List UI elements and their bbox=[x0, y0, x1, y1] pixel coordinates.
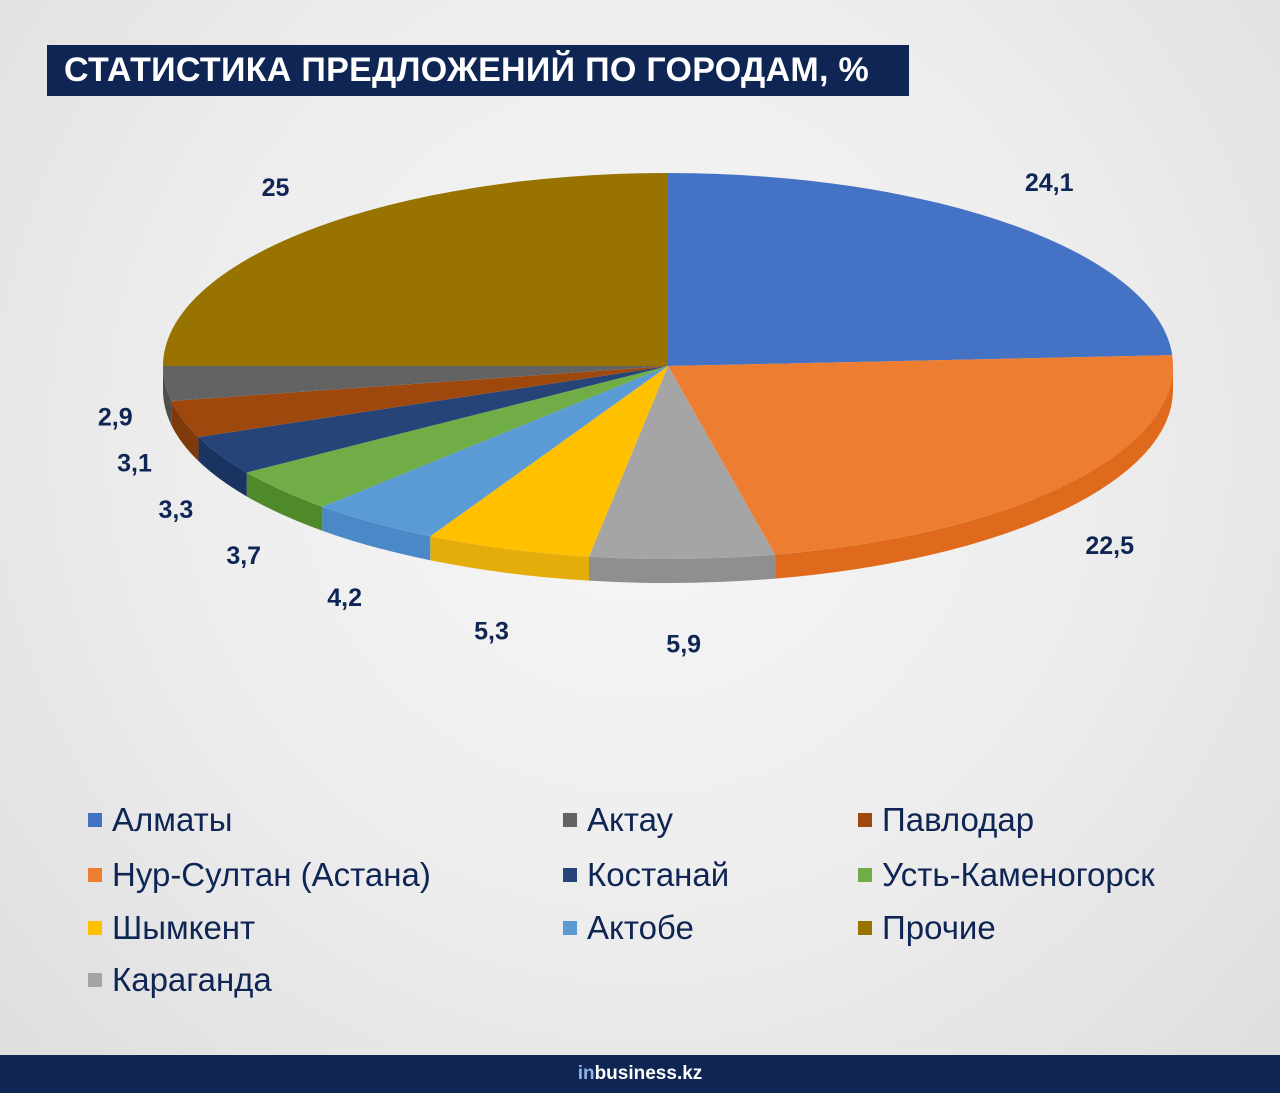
legend-label: Алматы bbox=[112, 801, 233, 838]
legend-label: Караганда bbox=[112, 961, 272, 998]
legend-item-нур-султан-астана: Нур-Султан (Астана) bbox=[88, 855, 431, 895]
data-label-усть-каменогорск: 3,7 bbox=[226, 542, 261, 570]
legend-item-шымкент: Шымкент bbox=[88, 908, 255, 948]
legend-label: Усть-Каменогорск bbox=[882, 856, 1155, 893]
legend-item-актобе: Актобе bbox=[563, 908, 694, 948]
brand-logo: inbusiness.kz bbox=[577, 1063, 703, 1084]
slice-актау bbox=[163, 366, 668, 401]
data-labels: 24,1 22,5 5,9 5,3 4,2 3,7 3,33,1 2,9 25 bbox=[98, 169, 1134, 659]
legend-item-павлодар: Павлодар bbox=[858, 800, 1034, 840]
legend-label: Костанай bbox=[587, 856, 730, 893]
legend-swatch bbox=[858, 813, 872, 827]
slice-актобе bbox=[322, 366, 668, 537]
slice-усть-каменогорск bbox=[246, 366, 668, 507]
slice-side-нур-султан-астана bbox=[775, 366, 1173, 579]
data-label-прочие: 25 bbox=[262, 174, 290, 202]
legend-item-прочие: Прочие bbox=[858, 908, 996, 948]
data-label-караганда: 5,9 bbox=[666, 631, 701, 659]
legend-label: Актобе bbox=[587, 909, 694, 946]
chart-title: СТАТИСТИКА ПРЕДЛОЖЕНИЙ ПО ГОРОДАМ, % bbox=[47, 45, 909, 96]
data-label-шымкент: 5,3 bbox=[474, 618, 509, 646]
slice-side-шымкент bbox=[430, 536, 590, 581]
legend-label: Шымкент bbox=[112, 909, 256, 946]
legend-swatch bbox=[88, 921, 102, 935]
legend-swatch bbox=[88, 973, 102, 987]
legend-swatch bbox=[563, 868, 577, 882]
legend-label: Павлодар bbox=[882, 801, 1035, 838]
legend-item-костанай: Костанай bbox=[563, 855, 729, 895]
legend-swatch bbox=[563, 921, 577, 935]
legend-swatch bbox=[563, 813, 577, 827]
pie-chart: 24,1 22,5 5,9 5,3 4,2 3,7 3,33,1 2,9 25 bbox=[98, 169, 1173, 659]
slice-нур-султан-астана bbox=[668, 355, 1173, 555]
footer-bar: inbusiness.kz bbox=[0, 1055, 1280, 1093]
slice-side-караганда bbox=[589, 554, 776, 583]
slice-караганда bbox=[589, 366, 776, 559]
slice-павлодар bbox=[171, 366, 668, 438]
legend-swatch bbox=[858, 921, 872, 935]
slice-side-павлодар bbox=[171, 400, 199, 462]
pie-slices bbox=[163, 173, 1173, 559]
slice-прочие bbox=[163, 173, 668, 366]
slice-side-костанай bbox=[198, 437, 247, 497]
slice-алматы bbox=[668, 173, 1173, 366]
legend-item-алматы: Алматы bbox=[88, 800, 232, 840]
data-label-актобе: 4,2 bbox=[327, 584, 362, 612]
data-label-актау: 2,9 bbox=[98, 403, 133, 431]
data-label-алматы: 24,1 bbox=[1025, 169, 1074, 197]
legend-item-караганда: Караганда bbox=[88, 960, 272, 1000]
data-label-нур-султан-астана: 22,5 bbox=[1085, 532, 1134, 560]
legend-item-усть-каменогорск: Усть-Каменогорск bbox=[858, 855, 1155, 895]
slice-side-актобе bbox=[322, 506, 431, 561]
legend-swatch bbox=[88, 868, 102, 882]
slice-костанай bbox=[198, 366, 668, 473]
slice-шымкент bbox=[430, 366, 668, 557]
legend-item-актау: Актау bbox=[563, 800, 673, 840]
pie-sides bbox=[163, 366, 1173, 583]
slice-side-актау bbox=[163, 366, 172, 425]
slice-side-усть-каменогорск bbox=[246, 472, 323, 531]
legend-label: Прочие bbox=[882, 909, 996, 946]
data-label-павлодар: 3,1 bbox=[117, 450, 152, 478]
legend-label: Актау bbox=[587, 801, 674, 838]
legend-label: Нур-Султан (Астана) bbox=[112, 856, 431, 893]
data-label-костанай: 3,3 bbox=[159, 496, 194, 524]
legend-swatch bbox=[88, 813, 102, 827]
legend-swatch bbox=[858, 868, 872, 882]
